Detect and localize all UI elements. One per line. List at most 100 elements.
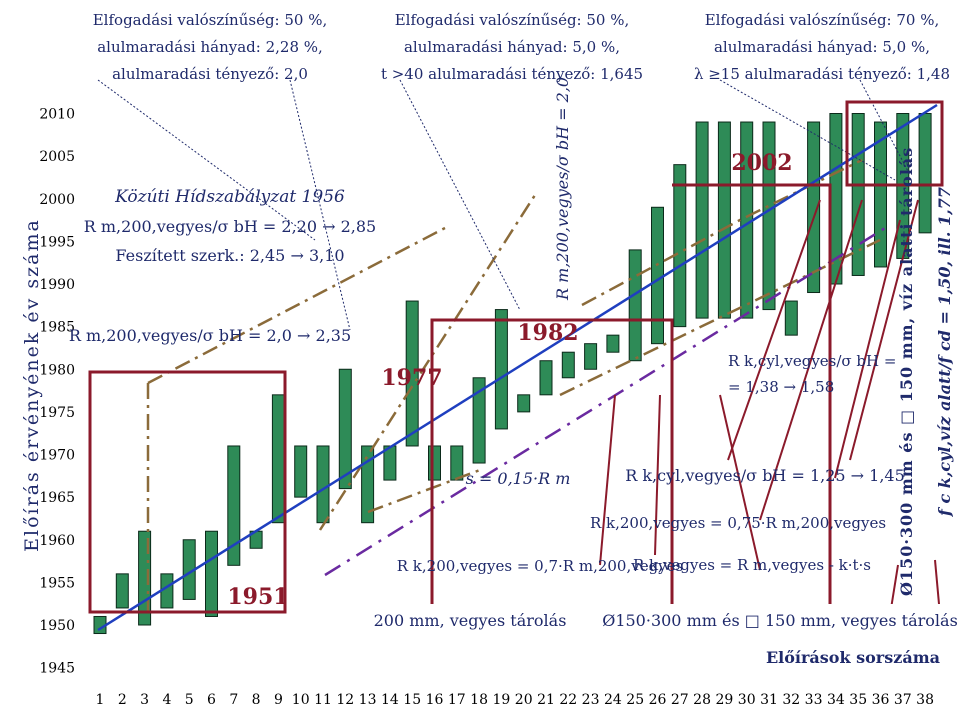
pointer-line-2 [289, 79, 351, 331]
x-tick-label: 30 [738, 692, 756, 708]
y-tick-label: 2010 [39, 107, 75, 123]
x-tick-label: 9 [274, 692, 283, 708]
x-tick-label: 31 [760, 692, 778, 708]
top-annotation-2: Elfogadási valószínűség: 50 %, alulmarad… [381, 11, 643, 83]
arrow-line-5 [849, 199, 919, 461]
arrow-line-2 [654, 394, 661, 556]
top-annotation-3-line-3: λ ≥15 alulmaradási tényező: 1,48 [694, 65, 950, 83]
bar [874, 121, 887, 268]
label-rm1: R m,200,vegyes/σ bH = 2,20 → 2,85 [84, 217, 376, 236]
bar [628, 249, 642, 362]
bar [673, 164, 687, 328]
y-axis-title: Előírás érvényének év száma [21, 218, 43, 552]
bar [227, 445, 241, 566]
x-tick-label: 18 [470, 692, 488, 708]
label-1977: 1977 [381, 365, 442, 391]
bar [472, 377, 486, 464]
pointer-line-5 [859, 79, 911, 176]
arrow-line-7 [759, 199, 863, 521]
x-tick-label: 2 [118, 692, 127, 708]
label-s-eq: s = 0,15·R m [466, 469, 571, 488]
label-rk-125: R k,cyl,vegyes/σ bH = 1,25 → 1,45 [625, 466, 905, 485]
label-rk-075: R k,200,vegyes = 0,75·R m,200,vegyes [590, 514, 886, 532]
label-rkcyl-2: = 1,38 → 1,58 [728, 378, 834, 396]
top-annotation-1-line-2: alulmaradási hányad: 2,28 %, [97, 38, 323, 56]
x-tick-label: 11 [314, 692, 332, 708]
y-tick-label: 1985 [39, 320, 75, 336]
x-tick-label: 22 [559, 692, 577, 708]
bar [762, 121, 776, 311]
x-tick-label: 12 [336, 692, 354, 708]
bar [338, 368, 352, 490]
x-tick-label: 6 [207, 692, 216, 708]
label-fc-vertical: f c k,cyl,víz alatt/f cd = 1,50, ill. 1,… [935, 187, 954, 517]
x-tick-label: 36 [872, 692, 890, 708]
y-tick-label: 1970 [39, 448, 75, 464]
x-tick-label: 16 [426, 692, 444, 708]
bar [294, 445, 308, 498]
top-annotation-1: Elfogadási valószínűség: 50 %, alulmarad… [93, 11, 328, 83]
top-annotation-1-line-1: Elfogadási valószínűség: 50 %, [93, 11, 328, 29]
arrow-lines [599, 199, 941, 616]
label-tarolas-200: 200 mm, vegyes tárolás [374, 611, 567, 630]
tarolas-150-box [616, 604, 946, 634]
frames [88, 100, 944, 620]
dashdot-line-1b [147, 226, 446, 385]
label-vertical-mid: R m,200,vegyes/σ bH = 2,0 [553, 77, 572, 301]
label-1982: 1982 [517, 320, 578, 346]
x-tick-label: 8 [252, 692, 261, 708]
x-tick-label: 29 [715, 692, 733, 708]
arrow-line-1 [599, 394, 616, 566]
pointer-line-4 [719, 79, 896, 181]
x-tick-label: 1 [96, 692, 105, 708]
bar [584, 343, 598, 370]
label-feszitett: Feszített szerk.: 2,45 → 3,10 [115, 246, 344, 265]
top-annotation-2-line-1: Elfogadási valószínűség: 50 %, [395, 11, 630, 29]
top-annotation-3: Elfogadási valószínűség: 70 %, alulmarad… [694, 11, 950, 83]
bar [205, 530, 218, 617]
label-tarolas-150: Ø150·300 mm és □ 150 mm, vegyes tárolás [602, 611, 958, 630]
x-tick-label: 27 [671, 692, 689, 708]
x-tick-label: 28 [693, 692, 711, 708]
top-annotation-2-line-2: alulmaradási hányad: 5,0 %, [404, 38, 620, 56]
bar [428, 445, 441, 481]
bar [517, 394, 531, 413]
bar [405, 300, 419, 447]
label-rk-07: R k,200,vegyes = 0,7·R m,200,vegyes [397, 557, 684, 575]
frame-1977 [430, 318, 674, 620]
label-rk-kts: R k,vegyes = R m,vegyes - k·t·s [633, 556, 871, 574]
x-tick-label: 25 [626, 692, 644, 708]
bar [361, 445, 375, 524]
x-tick-label: 4 [162, 692, 171, 708]
y-tick-label: 1955 [39, 575, 75, 591]
x-tick-label: 38 [916, 692, 934, 708]
x-tick-label: 32 [782, 692, 800, 708]
bar [695, 121, 709, 319]
bar [807, 121, 821, 294]
arrow-line-3 [719, 394, 761, 571]
bar [606, 334, 620, 353]
y-tick-label: 1980 [39, 362, 75, 378]
y-tick-label: 1995 [39, 234, 75, 250]
x-tick-label: 13 [359, 692, 377, 708]
pointer-line-1 [97, 79, 316, 241]
top-annotation-3-line-2: alulmaradási hányad: 5,0 %, [714, 38, 930, 56]
frame-1951 [88, 370, 287, 614]
y-tick-label: 1945 [39, 661, 75, 677]
label-1951: 1951 [227, 584, 288, 610]
x-tick-label: 7 [229, 692, 238, 708]
bar [717, 121, 731, 319]
bar [450, 445, 464, 481]
label-2002: 2002 [731, 150, 792, 176]
bar [539, 360, 553, 396]
y-tick-label: 1975 [39, 405, 75, 421]
x-tick-label: 35 [849, 692, 867, 708]
x-tick-label: 19 [492, 692, 510, 708]
x-tick-label: 21 [537, 692, 555, 708]
x-tick-label: 23 [582, 692, 600, 708]
x-tick-label: 15 [403, 692, 421, 708]
x-tick-label: 10 [292, 692, 310, 708]
frame-2002 [672, 183, 832, 620]
bar [494, 309, 508, 430]
